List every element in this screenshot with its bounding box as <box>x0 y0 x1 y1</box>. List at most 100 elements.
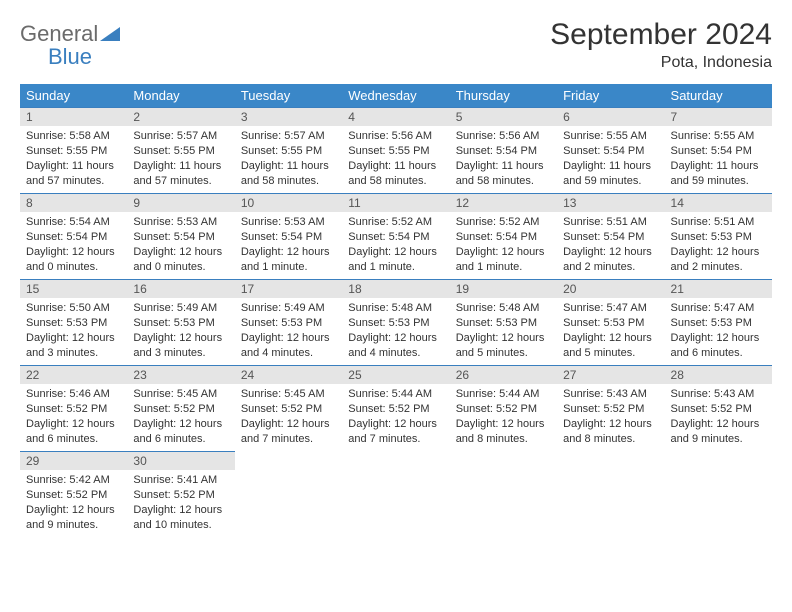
sunset-text: Sunset: 5:53 PM <box>456 316 551 331</box>
day-number: 14 <box>665 193 772 212</box>
sunset-text: Sunset: 5:53 PM <box>671 316 766 331</box>
sunset-text: Sunset: 5:53 PM <box>563 316 658 331</box>
calendar-cell: 12Sunrise: 5:52 AMSunset: 5:54 PMDayligh… <box>450 193 557 279</box>
sunrise-text: Sunrise: 5:44 AM <box>348 387 443 402</box>
day-data: Sunrise: 5:44 AMSunset: 5:52 PMDaylight:… <box>342 384 449 450</box>
calendar-cell: 29Sunrise: 5:42 AMSunset: 5:52 PMDayligh… <box>20 451 127 537</box>
day-number: 6 <box>557 107 664 126</box>
sunrise-text: Sunrise: 5:49 AM <box>241 301 336 316</box>
day-data: Sunrise: 5:56 AMSunset: 5:55 PMDaylight:… <box>342 126 449 192</box>
day-data: Sunrise: 5:43 AMSunset: 5:52 PMDaylight:… <box>557 384 664 450</box>
day-data: Sunrise: 5:51 AMSunset: 5:53 PMDaylight:… <box>665 212 772 278</box>
calendar-cell: 22Sunrise: 5:46 AMSunset: 5:52 PMDayligh… <box>20 365 127 451</box>
logo: General Blue <box>20 18 122 68</box>
calendar-cell <box>557 451 664 537</box>
day-data: Sunrise: 5:45 AMSunset: 5:52 PMDaylight:… <box>235 384 342 450</box>
daylight-text: Daylight: 11 hours and 57 minutes. <box>26 159 121 189</box>
calendar-row: 1Sunrise: 5:58 AMSunset: 5:55 PMDaylight… <box>20 107 772 193</box>
sunset-text: Sunset: 5:52 PM <box>456 402 551 417</box>
sunrise-text: Sunrise: 5:57 AM <box>241 129 336 144</box>
calendar-cell: 26Sunrise: 5:44 AMSunset: 5:52 PMDayligh… <box>450 365 557 451</box>
daylight-text: Daylight: 12 hours and 5 minutes. <box>456 331 551 361</box>
day-number: 16 <box>127 279 234 298</box>
day-number: 26 <box>450 365 557 384</box>
day-data: Sunrise: 5:54 AMSunset: 5:54 PMDaylight:… <box>20 212 127 278</box>
day-data: Sunrise: 5:55 AMSunset: 5:54 PMDaylight:… <box>665 126 772 192</box>
day-header: Monday <box>127 84 234 107</box>
day-data: Sunrise: 5:52 AMSunset: 5:54 PMDaylight:… <box>342 212 449 278</box>
day-number: 22 <box>20 365 127 384</box>
sunset-text: Sunset: 5:53 PM <box>241 316 336 331</box>
day-header: Sunday <box>20 84 127 107</box>
day-number: 27 <box>557 365 664 384</box>
day-number: 18 <box>342 279 449 298</box>
day-header: Tuesday <box>235 84 342 107</box>
calendar-cell: 13 Sunrise: 5:51 AMSunset: 5:54 PMDayligh… <box>557 193 664 279</box>
day-number: 28 <box>665 365 772 384</box>
day-number: 23 <box>127 365 234 384</box>
daylight-text: Daylight: 12 hours and 2 minutes. <box>563 245 658 275</box>
day-number: 13 <box>557 193 664 212</box>
daylight-text: Daylight: 12 hours and 9 minutes. <box>26 503 121 533</box>
calendar-cell: 2Sunrise: 5:57 AMSunset: 5:55 PMDaylight… <box>127 107 234 193</box>
sunrise-text: Sunrise: 5:43 AM <box>671 387 766 402</box>
calendar-cell: 5Sunrise: 5:56 AMSunset: 5:54 PMDaylight… <box>450 107 557 193</box>
calendar-row: 22Sunrise: 5:46 AMSunset: 5:52 PMDayligh… <box>20 365 772 451</box>
day-number: 25 <box>342 365 449 384</box>
day-data: Sunrise: 5:44 AMSunset: 5:52 PMDaylight:… <box>450 384 557 450</box>
day-number: 19 <box>450 279 557 298</box>
sunset-text: Sunset: 5:54 PM <box>563 230 658 245</box>
sunset-text: Sunset: 5:53 PM <box>671 230 766 245</box>
daylight-text: Daylight: 12 hours and 5 minutes. <box>563 331 658 361</box>
sunrise-text: Sunrise: 5:43 AM <box>563 387 658 402</box>
daylight-text: Daylight: 11 hours and 59 minutes. <box>671 159 766 189</box>
sunrise-text: Sunrise: 5:48 AM <box>348 301 443 316</box>
sunrise-text: Sunrise: 5:47 AM <box>671 301 766 316</box>
day-number: 20 <box>557 279 664 298</box>
sunrise-text: Sunrise: 5:47 AM <box>563 301 658 316</box>
day-data: Sunrise: 5:47 AMSunset: 5:53 PMDaylight:… <box>557 298 664 364</box>
calendar-row: 15Sunrise: 5:50 AMSunset: 5:53 PMDayligh… <box>20 279 772 365</box>
page-title: September 2024 <box>550 18 772 52</box>
sunrise-text: Sunrise: 5:51 AM <box>563 215 658 230</box>
sunrise-text: Sunrise: 5:53 AM <box>241 215 336 230</box>
calendar-cell: 18Sunrise: 5:48 AMSunset: 5:53 PMDayligh… <box>342 279 449 365</box>
day-data: Sunrise: 5:48 AMSunset: 5:53 PMDaylight:… <box>342 298 449 364</box>
sunset-text: Sunset: 5:53 PM <box>348 316 443 331</box>
sunrise-text: Sunrise: 5:55 AM <box>563 129 658 144</box>
day-header-row: Sunday Monday Tuesday Wednesday Thursday… <box>20 84 772 107</box>
location-label: Pota, Indonesia <box>550 54 772 72</box>
calendar-cell: 6Sunrise: 5:55 AMSunset: 5:54 PMDaylight… <box>557 107 664 193</box>
sunset-text: Sunset: 5:52 PM <box>348 402 443 417</box>
sunset-text: Sunset: 5:52 PM <box>26 402 121 417</box>
day-data: Sunrise: 5:48 AMSunset: 5:53 PMDaylight:… <box>450 298 557 364</box>
sunrise-text: Sunrise: 5:42 AM <box>26 473 121 488</box>
calendar-cell: 16Sunrise: 5:49 AMSunset: 5:53 PMDayligh… <box>127 279 234 365</box>
day-data: Sunrise: 5:47 AMSunset: 5:53 PMDaylight:… <box>665 298 772 364</box>
sunrise-text: Sunrise: 5:51 AM <box>671 215 766 230</box>
sunrise-text: Sunrise: 5:52 AM <box>456 215 551 230</box>
daylight-text: Daylight: 12 hours and 0 minutes. <box>133 245 228 275</box>
calendar-cell: 9Sunrise: 5:53 AMSunset: 5:54 PMDaylight… <box>127 193 234 279</box>
day-data: Sunrise: 5:49 AMSunset: 5:53 PMDaylight:… <box>127 298 234 364</box>
daylight-text: Daylight: 12 hours and 2 minutes. <box>671 245 766 275</box>
daylight-text: Daylight: 12 hours and 9 minutes. <box>671 417 766 447</box>
daylight-text: Daylight: 12 hours and 3 minutes. <box>26 331 121 361</box>
sunset-text: Sunset: 5:52 PM <box>26 488 121 503</box>
calendar-cell <box>235 451 342 537</box>
day-data: Sunrise: 5:56 AMSunset: 5:54 PMDaylight:… <box>450 126 557 192</box>
page: General Blue September 2024 Pota, Indone… <box>0 0 792 547</box>
day-data: Sunrise: 5:58 AMSunset: 5:55 PMDaylight:… <box>20 126 127 192</box>
calendar-cell: 23Sunrise: 5:45 AMSunset: 5:52 PMDayligh… <box>127 365 234 451</box>
sunrise-text: Sunrise: 5:46 AM <box>26 387 121 402</box>
calendar-cell: 7Sunrise: 5:55 AMSunset: 5:54 PMDaylight… <box>665 107 772 193</box>
sunrise-text: Sunrise: 5:49 AM <box>133 301 228 316</box>
day-number: 1 <box>20 107 127 126</box>
header: General Blue September 2024 Pota, Indone… <box>20 18 772 72</box>
sunset-text: Sunset: 5:54 PM <box>671 144 766 159</box>
daylight-text: Daylight: 12 hours and 3 minutes. <box>133 331 228 361</box>
sunrise-text: Sunrise: 5:54 AM <box>26 215 121 230</box>
day-number: 8 <box>20 193 127 212</box>
calendar-cell: 17Sunrise: 5:49 AMSunset: 5:53 PMDayligh… <box>235 279 342 365</box>
sunset-text: Sunset: 5:55 PM <box>241 144 336 159</box>
